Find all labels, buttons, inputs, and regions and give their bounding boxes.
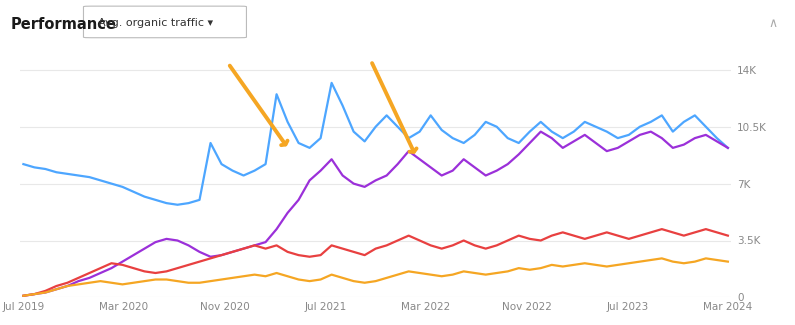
Text: ∧: ∧ [768, 17, 778, 30]
Text: Performance: Performance [10, 17, 116, 32]
FancyBboxPatch shape [83, 6, 246, 38]
Text: Avg. organic traffic ▾: Avg. organic traffic ▾ [98, 18, 213, 28]
